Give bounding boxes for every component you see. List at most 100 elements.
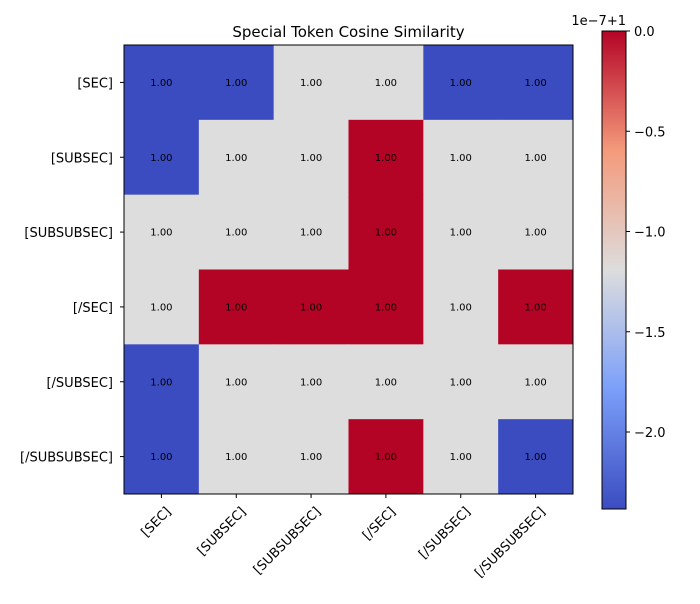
colorbar-tick-label: −1.0 [634, 226, 666, 241]
heatmap-cell [423, 419, 499, 495]
heatmap-cell [348, 119, 424, 196]
heatmap-cell-label: 1.00 [225, 377, 247, 388]
x-tick-label: [/SUBSUBSEC] [472, 504, 548, 580]
heatmap-cell-label: 1.00 [150, 228, 172, 239]
heatmap-cell [198, 269, 275, 345]
heatmap-cell-label: 1.00 [450, 377, 472, 388]
x-tick-label: [SUBSEC] [195, 504, 250, 559]
colorbar-offset-label: 1e−7+1 [571, 14, 626, 29]
heatmap-cell [273, 119, 349, 196]
heatmap-cell [273, 419, 349, 495]
heatmap-cell [423, 119, 499, 196]
heatmap-cell-label: 1.00 [150, 78, 172, 89]
heatmap-cell-label: 1.00 [375, 153, 397, 164]
heatmap-cell [498, 419, 574, 495]
heatmap-cell-label: 1.00 [300, 452, 322, 463]
heatmap-cell [273, 269, 349, 345]
colorbar-gradient [601, 30, 627, 510]
heatmap-cell-label: 1.00 [524, 153, 546, 164]
heatmap-cell-label: 1.00 [375, 228, 397, 239]
heatmap-cell-label: 1.00 [375, 78, 397, 89]
y-tick-label: [/SUBSUBSEC] [20, 451, 113, 466]
heatmap-cell [124, 45, 200, 121]
heatmap-cell-label: 1.00 [300, 302, 322, 313]
heatmap-cell-label: 1.00 [375, 302, 397, 313]
heatmap-cell-label: 1.00 [225, 153, 247, 164]
heatmap-cell [273, 194, 349, 270]
x-tick-label: [SUBSUBSEC] [251, 504, 324, 577]
y-tick-label: [SEC] [77, 76, 113, 91]
heatmap-cell-label: 1.00 [450, 78, 472, 89]
heatmap-cell [423, 344, 499, 420]
x-tick-label: [/SEC] [360, 504, 399, 543]
heatmap-cell-label: 1.00 [150, 153, 172, 164]
y-tick-label: [SUBSUBSEC] [24, 226, 113, 241]
heatmap-cell [348, 45, 424, 121]
heatmap-cell [124, 119, 200, 196]
heatmap-cells [124, 45, 574, 495]
colorbar-tick-label: −2.0 [634, 426, 666, 441]
heatmap-cell-label: 1.00 [524, 302, 546, 313]
heatmap-cell-label: 1.00 [450, 153, 472, 164]
heatmap-cell-label: 1.00 [225, 78, 247, 89]
heatmap-cell [423, 269, 499, 345]
heatmap-cell-label: 1.00 [375, 452, 397, 463]
heatmap-cell-label: 1.00 [450, 452, 472, 463]
y-axis: [SEC] [SUBSEC] [SUBSUBSEC] [/SEC] [/SUBSEC] [… [20, 76, 124, 466]
x-tick-label: [SEC] [139, 504, 175, 540]
heatmap-cell-label: 1.00 [375, 377, 397, 388]
heatmap-cell [498, 45, 574, 121]
heatmap-cell [124, 194, 200, 270]
heatmap-cell [498, 119, 574, 196]
heatmap-cell-label: 1.00 [524, 377, 546, 388]
y-tick-label: [SUBSEC] [51, 151, 113, 166]
heatmap-cell [124, 419, 200, 495]
colorbar-tick-label: 0.0 [634, 25, 655, 40]
heatmap-cell-label: 1.00 [450, 302, 472, 313]
heatmap-cell [124, 344, 200, 420]
chart-title: Special Token Cosine Similarity [232, 23, 464, 41]
plot-frame [123, 44, 574, 495]
heatmap-cell-label: 1.00 [150, 302, 172, 313]
heatmap-cell [198, 119, 275, 196]
heatmap-cell-label: 1.00 [524, 78, 546, 89]
heatmap-cell [273, 45, 349, 121]
heatmap-cell [348, 419, 424, 495]
heatmap-cell-label: 1.00 [450, 228, 472, 239]
colorbar: 1e−7+1 0.0 −0.5 −1.0 −1.5 −2.0 [571, 14, 666, 510]
heatmap-cell [198, 419, 275, 495]
x-tick-label: [/SUBSEC] [416, 504, 474, 562]
heatmap-cell [498, 194, 574, 270]
heatmap-cell [423, 45, 499, 121]
y-tick-label: [/SEC] [73, 301, 113, 316]
heatmap-cell [348, 344, 424, 420]
heatmap-cell-labels: 1.00 1.00 1.00 1.00 1.00 1.00 1.00 1.00 1.00 1.00… [150, 78, 546, 463]
heatmap-cell-label: 1.00 [150, 377, 172, 388]
heatmap-cell [423, 194, 499, 270]
heatmap-cell-label: 1.00 [225, 228, 247, 239]
heatmap-cell-label: 1.00 [225, 452, 247, 463]
heatmap-cell-label: 1.00 [300, 153, 322, 164]
heatmap-cell [198, 344, 275, 420]
x-axis: [SEC] [SUBSEC] [SUBSUBSEC] [/SEC] [/SUBSEC][… [139, 494, 549, 581]
heatmap-cell-label: 1.00 [150, 452, 172, 463]
heatmap-cell-label: 1.00 [524, 228, 546, 239]
heatmap-cell [124, 269, 200, 345]
colorbar-tick-label: −0.5 [634, 125, 666, 140]
heatmap-cell [348, 194, 424, 270]
colorbar-tick-label: −1.5 [634, 326, 666, 341]
heatmap-cell [348, 269, 424, 345]
heatmap-cell-label: 1.00 [300, 228, 322, 239]
heatmap-cell [198, 45, 275, 121]
heatmap-cell-label: 1.00 [300, 78, 322, 89]
heatmap-cell-label: 1.00 [225, 302, 247, 313]
heatmap-cell-label: 1.00 [524, 452, 546, 463]
heatmap-cell [273, 344, 349, 420]
y-tick-label: [/SUBSEC] [46, 376, 113, 391]
heatmap-cell-label: 1.00 [300, 377, 322, 388]
heatmap-cell [498, 344, 574, 420]
heatmap-cell [498, 269, 574, 345]
heatmap-cell [198, 194, 275, 270]
